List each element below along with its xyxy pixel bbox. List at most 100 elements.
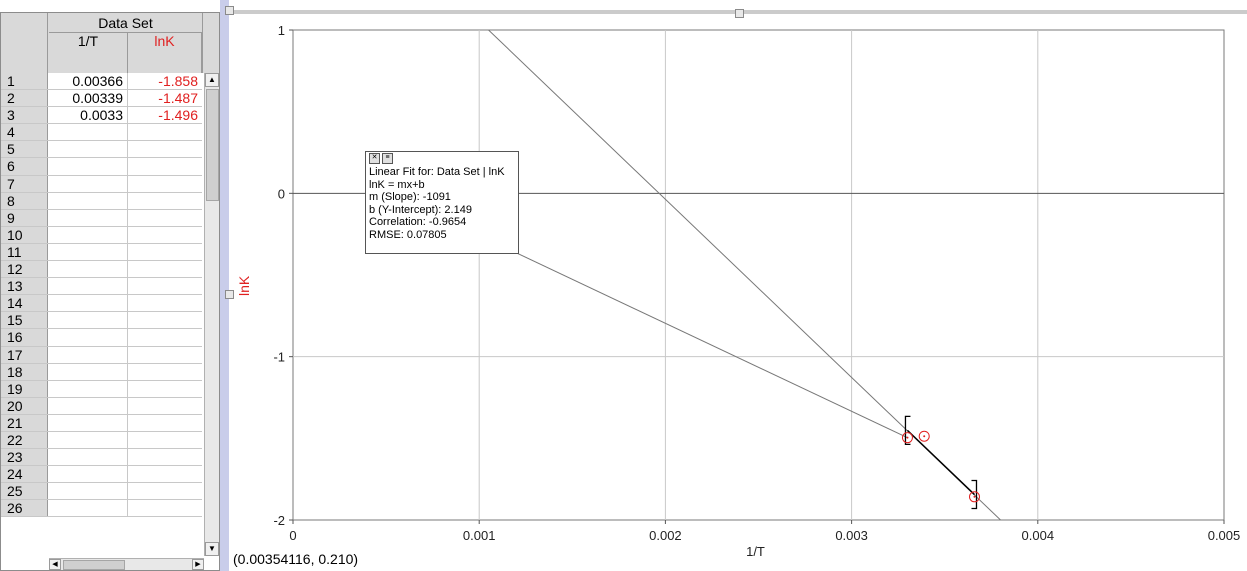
cell-1-over-t[interactable] [49,243,128,261]
cell-lnk[interactable]: -1.487 [158,90,198,107]
cell-1-over-t[interactable] [49,261,128,278]
row-number[interactable]: 2 [1,90,48,107]
cell-lnk[interactable] [128,278,202,294]
table-row[interactable]: 2 0.00339 -1.487 [1,90,202,108]
cell-lnk[interactable] [128,432,202,448]
table-row[interactable]: 7 [1,175,202,193]
table-row[interactable]: 1 0.00366 -1.858 [1,73,202,91]
table-row[interactable]: 11 [1,243,202,262]
cell-1-over-t[interactable] [49,466,128,483]
cell-lnk[interactable] [128,381,202,397]
cell-1-over-t[interactable] [49,414,128,431]
cell-lnk[interactable] [128,466,202,482]
row-number[interactable]: 14 [1,295,48,312]
row-number[interactable]: 3 [1,107,48,124]
table-row[interactable]: 20 [1,397,202,415]
table-row[interactable]: 5 [1,141,202,159]
table-row[interactable]: 17 [1,346,202,364]
cell-1-over-t[interactable] [49,209,128,226]
cell-1-over-t[interactable] [49,175,128,192]
cell-1-over-t[interactable]: 0.00366 [49,73,128,90]
cell-1-over-t[interactable] [49,295,128,312]
cell-lnk[interactable]: -1.858 [158,73,198,89]
cell-1-over-t[interactable] [49,312,128,329]
row-number[interactable]: 7 [1,175,48,192]
horizontal-scroll-thumb[interactable] [63,560,125,570]
cell-lnk[interactable] [128,210,202,226]
cell-lnk[interactable] [128,176,202,192]
scroll-left-arrow-icon[interactable]: ◀ [49,559,61,570]
row-number[interactable]: 26 [1,500,48,517]
row-number[interactable]: 20 [1,397,48,414]
table-row[interactable]: 16 [1,329,202,347]
row-number[interactable]: 9 [1,209,48,226]
row-number[interactable]: 16 [1,329,48,346]
row-number[interactable]: 13 [1,278,48,295]
row-number[interactable]: 11 [1,243,48,261]
graph-area[interactable]: 0 0.001 0.002 0.003 0.004 0.005 1 0 -1 -2 1/T [229,14,1247,571]
linear-fit-box[interactable]: ✕ ≡ Linear Fit for: Data Set | lnK lnK =… [365,151,519,254]
row-number[interactable]: 21 [1,414,48,431]
chart-svg[interactable]: 0 0.001 0.002 0.003 0.004 0.005 1 0 -1 -2 1/T [229,14,1247,571]
resize-handle-left[interactable] [225,290,234,299]
cell-lnk[interactable]: -1.496 [158,107,198,124]
cell-lnk[interactable] [128,295,202,311]
cell-lnk[interactable] [128,193,202,209]
table-row[interactable]: 14 [1,295,202,313]
cell-1-over-t[interactable] [49,449,128,466]
cell-1-over-t[interactable] [49,192,128,209]
cell-lnk[interactable] [128,329,202,345]
cell-lnk[interactable] [128,364,202,380]
cell-1-over-t[interactable] [49,363,128,380]
cell-lnk[interactable] [128,227,202,243]
cell-1-over-t[interactable] [49,226,128,243]
table-row[interactable]: 24 [1,466,202,484]
close-icon[interactable]: ✕ [369,153,380,164]
row-number[interactable]: 8 [1,192,48,209]
cell-1-over-t[interactable] [49,329,128,346]
table-row[interactable]: 22 [1,431,202,450]
table-row[interactable]: 15 [1,312,202,330]
cell-1-over-t[interactable] [49,500,128,517]
cell-lnk[interactable] [128,261,202,277]
table-row[interactable]: 8 [1,192,202,210]
cell-lnk[interactable] [128,483,202,499]
resize-handle-top-left[interactable] [225,6,234,15]
cell-lnk[interactable] [128,312,202,328]
options-icon[interactable]: ≡ [382,153,393,164]
row-number[interactable]: 19 [1,380,48,397]
cell-1-over-t[interactable] [49,483,128,500]
row-number[interactable]: 25 [1,483,48,500]
scroll-down-arrow-icon[interactable]: ▼ [205,542,219,556]
cell-1-over-t[interactable]: 0.00339 [49,90,128,107]
vertical-scrollbar[interactable]: ▲ ▼ [204,73,219,556]
row-number[interactable]: 1 [1,73,48,90]
cell-1-over-t[interactable] [49,346,128,363]
column-header-1-over-t[interactable]: 1/T [49,33,128,73]
table-row[interactable]: 25 [1,483,202,501]
table-row[interactable]: 21 [1,414,202,432]
table-row[interactable]: 3 0.0033 -1.496 [1,107,202,125]
table-row[interactable]: 13 [1,278,202,296]
row-number[interactable]: 6 [1,158,48,175]
cell-1-over-t[interactable] [49,141,128,158]
row-number[interactable]: 5 [1,141,48,158]
row-number[interactable]: 24 [1,466,48,483]
table-row[interactable]: 26 [1,500,202,518]
table-row[interactable]: 9 [1,209,202,227]
cell-lnk[interactable] [128,500,202,516]
row-number[interactable]: 12 [1,261,48,278]
cell-1-over-t[interactable] [49,278,128,295]
row-number[interactable]: 22 [1,431,48,449]
row-number[interactable]: 10 [1,226,48,243]
cell-lnk[interactable] [128,244,202,260]
row-number[interactable]: 18 [1,363,48,380]
table-row[interactable]: 10 [1,226,202,244]
cell-1-over-t[interactable] [49,158,128,175]
cell-lnk[interactable] [128,449,202,465]
vertical-scroll-thumb[interactable] [206,89,219,201]
resize-handle-top[interactable] [735,9,744,18]
cell-1-over-t[interactable]: 0.0033 [49,107,128,124]
row-number[interactable]: 15 [1,312,48,329]
cell-1-over-t[interactable] [49,431,128,449]
